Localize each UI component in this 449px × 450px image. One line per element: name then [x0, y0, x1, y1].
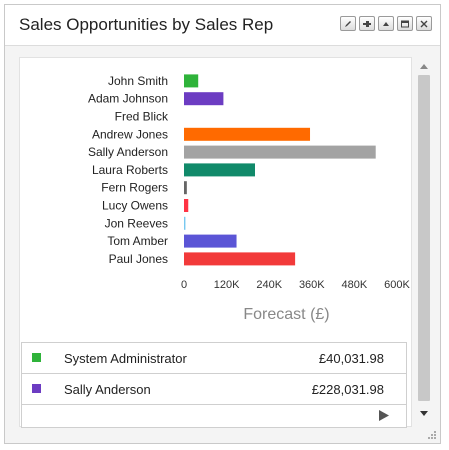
play-icon[interactable]	[378, 409, 390, 422]
legend-name: System Administrator	[64, 351, 187, 366]
legend-swatch	[32, 384, 41, 393]
resize-grip-icon[interactable]	[426, 429, 436, 439]
legend-swatch	[32, 353, 41, 362]
x-tick-label: 0	[181, 279, 187, 291]
category-label: Jon Reeves	[105, 216, 168, 230]
x-tick-label: 600K	[384, 279, 410, 291]
vertical-scrollbar[interactable]	[417, 63, 431, 423]
bar[interactable]	[184, 163, 255, 177]
x-tick-label: 360K	[299, 279, 325, 291]
legend-amount: £40,031.98	[318, 351, 384, 366]
close-button[interactable]	[416, 16, 432, 31]
scroll-down-icon[interactable]	[420, 411, 428, 417]
x-tick-label: 240K	[256, 279, 282, 291]
maximize-icon	[401, 20, 409, 27]
scroll-up-icon[interactable]	[420, 63, 428, 69]
edit-icon	[345, 20, 351, 27]
bar[interactable]	[184, 199, 189, 212]
bar[interactable]	[184, 145, 376, 159]
header-buttons	[340, 16, 432, 31]
dashboard-widget: Sales Opportunities by Sales Rep	[4, 4, 441, 444]
x-axis-title: Forecast (£)	[243, 306, 329, 323]
collapse-icon	[383, 21, 389, 26]
legend-table: System Administrator £40,031.98 Sally An…	[21, 342, 407, 428]
legend-row[interactable]: Sally Anderson £228,031.98	[22, 374, 406, 405]
bar[interactable]	[184, 127, 311, 141]
category-label: Adam Johnson	[88, 92, 168, 106]
bar[interactable]	[184, 234, 237, 248]
widget-title: Sales Opportunities by Sales Rep	[19, 15, 274, 34]
category-label: Fern Rogers	[101, 181, 168, 195]
maximize-button[interactable]	[397, 16, 413, 31]
x-tick-label: 480K	[342, 279, 368, 291]
pin-icon	[363, 20, 371, 27]
category-label: Sally Anderson	[88, 145, 168, 159]
category-label: Laura Roberts	[92, 163, 168, 177]
x-tick-label: 120K	[214, 279, 240, 291]
pin-button[interactable]	[359, 16, 375, 31]
collapse-button[interactable]	[378, 16, 394, 31]
legend-footer	[22, 405, 406, 427]
edit-button[interactable]	[340, 16, 356, 31]
legend-row[interactable]: System Administrator £40,031.98	[22, 343, 406, 374]
category-label: Andrew Jones	[92, 127, 168, 141]
category-label: Fred Blick	[115, 110, 169, 124]
close-icon	[420, 20, 428, 27]
category-label: Tom Amber	[107, 234, 168, 248]
bar[interactable]	[184, 181, 187, 195]
bar[interactable]	[184, 92, 224, 106]
category-label: Lucy Owens	[102, 199, 168, 213]
bar-chart: John Smith Adam Johnson Fred Blick Andrew J…	[88, 74, 411, 323]
category-label: Paul Jones	[109, 252, 168, 266]
legend-name: Sally Anderson	[64, 382, 151, 397]
legend-amount: £228,031.98	[311, 382, 384, 397]
scroll-thumb[interactable]	[418, 75, 430, 401]
bar[interactable]	[184, 74, 199, 88]
bar[interactable]	[184, 252, 296, 266]
bar[interactable]	[184, 216, 186, 230]
widget-header: Sales Opportunities by Sales Rep	[5, 5, 440, 46]
category-label: John Smith	[108, 74, 168, 88]
